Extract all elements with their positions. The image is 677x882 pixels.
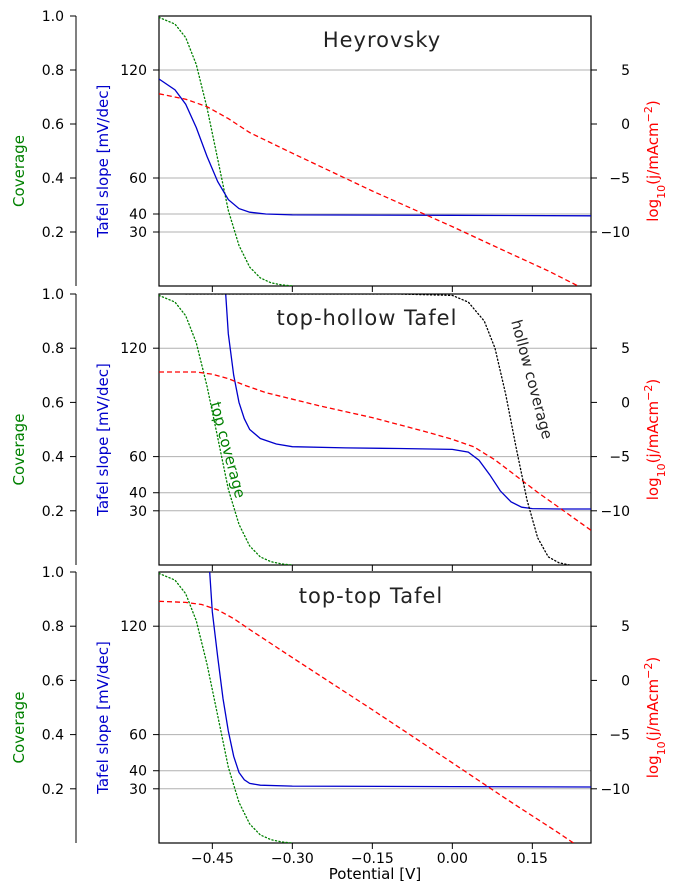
tafel-tick-label: 30 (129, 225, 147, 241)
panel-title: Heyrovsky (323, 28, 441, 52)
tafel-tick-label: 40 (129, 764, 147, 780)
coverage-tick-label: 0.6 (42, 117, 64, 133)
coverage-tick-label: 0.4 (42, 171, 64, 187)
x-tick-label: 0.15 (517, 851, 548, 867)
panel-title: top-top Tafel (299, 584, 443, 608)
tafel-tick-label: 120 (120, 63, 147, 79)
series-line-coverage-dotted (159, 572, 293, 843)
log-current-tick-label: 0 (621, 395, 630, 411)
coverage-tick-label: 0.8 (42, 619, 64, 635)
x-tick-label: −0.15 (351, 851, 394, 867)
tafel-tick-label: 60 (129, 450, 147, 466)
annotation-label: hollow coverage (507, 318, 556, 441)
plot-frame (158, 293, 592, 566)
log-current-tick-label: 5 (621, 63, 630, 79)
tafel-tick-label: 120 (120, 341, 147, 357)
tafel-tick-label: 120 (120, 619, 147, 635)
tafel-tick-label: 30 (129, 782, 147, 798)
log-current-tick-label: −10 (600, 782, 630, 798)
coverage-tick-label: 0.2 (42, 504, 64, 520)
series-line-tafel-solid (225, 294, 591, 510)
coverage-axis-label: Coverage (10, 135, 28, 207)
log-current-tick-label: −10 (600, 225, 630, 241)
coverage-tick-label: 0.8 (42, 341, 64, 357)
tafel-tick-label: 60 (129, 171, 147, 187)
tafel-axis-label: Tafel slope [mV/dec] (94, 641, 112, 795)
x-tick-label: −0.45 (191, 851, 234, 867)
series-line-tafel-solid (209, 572, 591, 788)
panel-heyrovsky: 0.2 0.4 0.6 0.8 1.0 30 40 60 120 −10 −5 0 5 Coverage T… (10, 9, 668, 292)
log-current-axis-label: log10(j/mAcm−2) (642, 379, 668, 501)
panel-title: top-hollow Tafel (277, 306, 458, 330)
log-current-tick-label: 5 (621, 619, 630, 635)
coverage-tick-label: 0.2 (42, 782, 64, 798)
series-group (159, 294, 591, 565)
tafel-tick-label: 60 (129, 728, 147, 744)
coverage-axis-label: Coverage (10, 414, 28, 486)
panel-top-hollow-tafel: 0.2 0.4 0.6 0.8 1.0 30 40 60 120 −10 −5 0 5 Coverage T… (10, 287, 668, 571)
log-current-axis-label: log10(j/mAcm−2) (642, 100, 668, 222)
log-current-tick-label: 0 (621, 673, 630, 689)
series-line-coverage-dotted (185, 294, 571, 565)
log-current-tick-label: −5 (609, 171, 630, 187)
series-group (159, 16, 591, 286)
tafel-tick-label: 40 (129, 207, 147, 223)
series-group (159, 572, 591, 843)
log-current-axis-label: log10(j/mAcm−2) (642, 657, 668, 779)
coverage-tick-label: 1.0 (42, 287, 64, 303)
log-current-tick-label: −10 (600, 504, 630, 520)
log-current-tick-label: 0 (621, 117, 630, 133)
x-tick-label: −0.30 (271, 851, 314, 867)
series-line-log-dashed (159, 600, 575, 843)
coverage-tick-label: 1.0 (42, 9, 64, 25)
tafel-tick-label: 40 (129, 486, 147, 502)
x-axis-label: Potential [V] (329, 865, 421, 882)
log-current-tick-label: −5 (609, 450, 630, 466)
coverage-tick-label: 0.4 (42, 728, 64, 744)
coverage-tick-label: 0.4 (42, 450, 64, 466)
log-current-tick-label: 5 (621, 341, 630, 357)
coverage-tick-label: 0.2 (42, 225, 64, 241)
plot-frame (158, 571, 592, 844)
coverage-tick-label: 0.6 (42, 395, 64, 411)
plot-frame (158, 15, 592, 287)
log-current-tick-label: −5 (609, 728, 630, 744)
tafel-tick-label: 30 (129, 504, 147, 520)
series-line-log-dashed (159, 93, 580, 286)
coverage-tick-label: 1.0 (42, 565, 64, 581)
coverage-tick-label: 0.6 (42, 673, 64, 689)
panel-top-top-tafel: 0.2 0.4 0.6 0.8 1.0 30 40 60 120 −10 −5 0 5 −0.45 −0.3… (10, 565, 668, 867)
coverage-axis-label: Coverage (10, 692, 28, 764)
series-line-coverage-dotted (159, 16, 293, 286)
tafel-axis-label: Tafel slope [mV/dec] (94, 85, 112, 239)
coverage-tick-label: 0.8 (42, 63, 64, 79)
series-line-tafel-solid (159, 78, 591, 217)
series-line-coverage-dotted (159, 294, 293, 565)
x-tick-label: 0.00 (437, 851, 468, 867)
tafel-axis-label: Tafel slope [mV/dec] (94, 363, 112, 517)
